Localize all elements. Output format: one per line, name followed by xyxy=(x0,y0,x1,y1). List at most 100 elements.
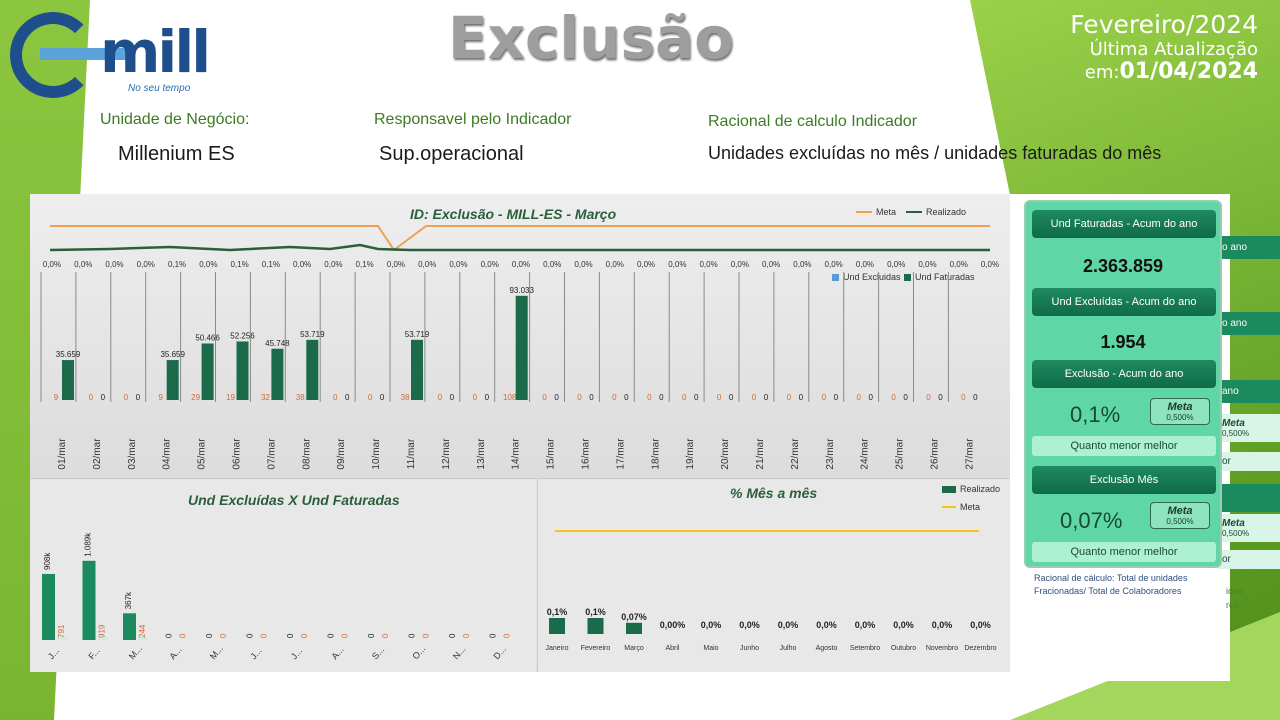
owner-value: Sup.operacional xyxy=(379,143,524,165)
daily-pct-label: 0,0% xyxy=(512,260,530,269)
excl-mes-menor-melhor: Quanto menor melhor xyxy=(1032,542,1216,562)
pct-axis-label: Maio xyxy=(703,645,718,652)
monthly-excluidas-bar xyxy=(57,637,67,640)
pct-value-label: 0,0% xyxy=(893,620,914,630)
realizado-line xyxy=(49,243,990,252)
monthly-excluidas-label: 0 xyxy=(260,633,269,638)
daily-pct-label: 0,0% xyxy=(606,260,624,269)
excluidas-value-label: 0 xyxy=(368,393,373,402)
pct-axis-label: Junho xyxy=(740,645,759,652)
faturadas-bar xyxy=(62,360,74,400)
monthly-excluidas-label: 0 xyxy=(381,633,390,638)
monthly-excluidas-label: 0 xyxy=(422,633,431,638)
faturadas-value-label: 0 xyxy=(868,393,873,402)
faturadas-value-label: 50.466 xyxy=(195,333,220,342)
daily-legend-excluidas: Und Excluidas xyxy=(832,272,901,282)
daily-pct-label: 0,1% xyxy=(168,260,186,269)
faturadas-value-label: 0 xyxy=(973,393,978,402)
excluidas-value-label: 32 xyxy=(261,393,270,402)
faturadas-bar xyxy=(201,343,214,400)
faturadas-value-label: 0 xyxy=(694,393,699,402)
excluidas-value-label: 38 xyxy=(401,393,410,402)
daily-pct-label: 0,0% xyxy=(418,260,436,269)
daily-legend-faturadas: Und Faturadas xyxy=(904,272,975,282)
faturadas-bar xyxy=(411,339,423,400)
daily-pct-label: 0,0% xyxy=(574,260,592,269)
day-axis-label: 25/mar xyxy=(895,438,906,470)
excluidas-value-label: 0 xyxy=(682,393,687,402)
faturadas-value-label: 0 xyxy=(485,393,490,402)
day-axis-label: 23/mar xyxy=(825,438,836,470)
unit-value: Millenium ES xyxy=(118,143,235,165)
excl-mes-card-title: Exclusão Mês xyxy=(1032,466,1216,494)
day-axis-label: 20/mar xyxy=(720,438,731,470)
monthly-faturadas-label: 0 xyxy=(205,633,214,638)
updated-prefix: em: xyxy=(1084,62,1120,83)
monthly-axis-label: J... xyxy=(248,646,263,662)
faturadas-bar xyxy=(306,339,319,400)
logo-tagline: No seu tempo xyxy=(128,83,191,94)
day-axis-label: 09/mar xyxy=(336,438,347,470)
daily-pct-label: 0,1% xyxy=(356,260,374,269)
ghost-card-a: o ano xyxy=(1218,236,1280,259)
daily-pct-label: 0,0% xyxy=(825,260,843,269)
pct-legend-meta: Meta xyxy=(942,502,980,512)
updated-line: em:01/04/2024 xyxy=(1070,61,1258,84)
faturadas-value-label: 0 xyxy=(554,393,559,402)
day-axis-label: 27/mar xyxy=(964,438,975,470)
period-box: Fevereiro/2024 Última Atualização em:01/… xyxy=(1070,10,1258,84)
kpi-cards-panel: Und Faturadas - Acum do ano 2.363.859 Un… xyxy=(1024,200,1222,568)
faturadas-value-label: 0 xyxy=(834,393,839,402)
monthly-excluidas-bar xyxy=(138,637,148,640)
monthly-excluidas-label: 244 xyxy=(138,624,147,638)
pct-legend-realizado-swatch xyxy=(942,485,956,493)
faturadas-value-label: 0 xyxy=(101,393,106,402)
excluidas-value-label: 0 xyxy=(856,393,861,402)
daily-pct-label: 0,0% xyxy=(887,260,905,269)
daily-chart-svg: 0,0% 0,0% 0,0% 0,0% 0,1% 0,0% 0,1% 0,1% 0,0% 0,0%… xyxy=(40,225,999,470)
daily-pct-label: 0,0% xyxy=(137,260,155,269)
day-axis-label: 15/mar xyxy=(546,438,557,470)
ghost-card-g: or xyxy=(1218,550,1280,569)
ghost-meta-1-title: Meta xyxy=(1222,418,1245,429)
side-calc-note: Racional de cálculo: Total de unidades F… xyxy=(1034,573,1188,596)
excluidas-value-label: 0 xyxy=(438,393,443,402)
monthly-excluidas-bar xyxy=(97,637,108,640)
pct-value-label: 0,1% xyxy=(585,607,606,617)
faturadas-value-label: 53.719 xyxy=(405,330,430,339)
day-axis-label: 18/mar xyxy=(650,438,661,470)
daily-pct-label: 0,0% xyxy=(950,260,968,269)
day-axis-label: 26/mar xyxy=(930,438,941,470)
day-axis-label: 07/mar xyxy=(266,438,277,470)
owner-label: Responsavel pelo Indicador xyxy=(374,111,572,128)
monthly-faturadas-bar xyxy=(123,613,136,640)
daily-legend-meta: Meta xyxy=(856,207,896,217)
monthly-axis-label: M... xyxy=(127,643,144,661)
monthly-axis-label: J... xyxy=(289,646,304,662)
faturadas-value-label: 35.659 xyxy=(160,350,185,359)
monthly-excluidas-label: 0 xyxy=(462,633,471,638)
excluidas-value-label: 0 xyxy=(577,393,582,402)
daily-pct-label: 0,0% xyxy=(731,260,749,269)
monthly-axis-label: N... xyxy=(451,644,468,661)
daily-pct-label: 0,0% xyxy=(74,260,92,269)
rational-value: Unidades excluídas no mês / unidades fat… xyxy=(708,143,1162,163)
monthly-faturadas-bar xyxy=(42,573,55,640)
pct-axis-label: Março xyxy=(624,645,644,652)
excluidas-value-label: 0 xyxy=(647,393,652,402)
day-axis-label: 16/mar xyxy=(581,438,592,470)
excluidas-value-label: 9 xyxy=(158,393,163,402)
pct-chart-title: % Mês a mês xyxy=(730,485,818,501)
day-axis-label: 04/mar xyxy=(162,438,173,470)
faturadas-value-label: 0 xyxy=(799,393,804,402)
day-axis-label: 21/mar xyxy=(755,438,766,470)
daily-pct-label: 0,0% xyxy=(105,260,123,269)
pct-axis-label: Novembro xyxy=(926,645,958,652)
legend-meta-label: Meta xyxy=(876,207,897,217)
faturadas-value-label: 0 xyxy=(380,393,385,402)
ghost-card-e: or xyxy=(1218,452,1280,471)
pct-value-label: 0,00% xyxy=(660,620,686,630)
excluidas-value-label: 0 xyxy=(542,393,547,402)
day-axis-label: 12/mar xyxy=(441,438,452,470)
